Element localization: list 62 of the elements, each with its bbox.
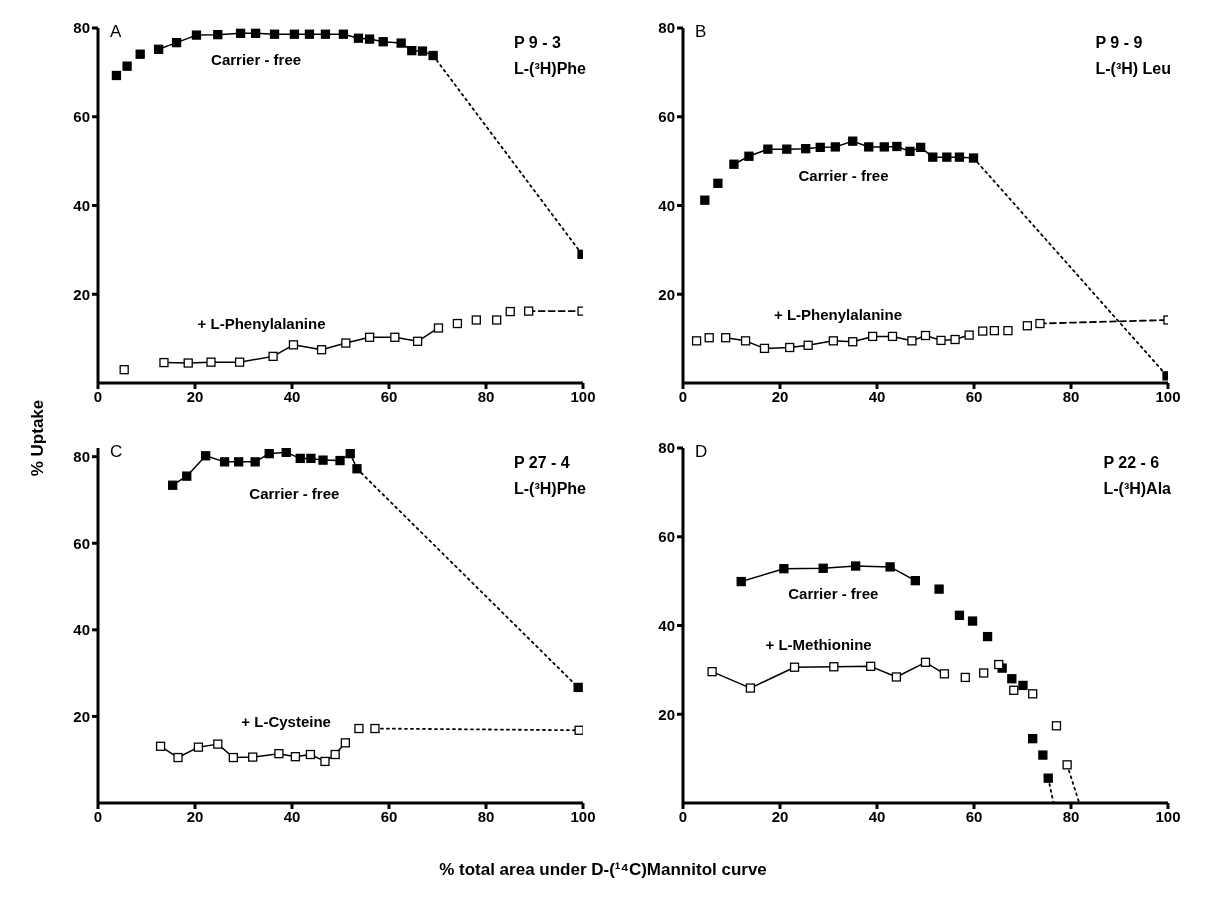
x-tick-label: 20	[186, 807, 204, 825]
x-tick-label: 20	[186, 387, 204, 405]
x-tick-label: 100	[570, 387, 596, 405]
series-label: + L-Cysteine	[241, 712, 331, 730]
x-tick-label: 20	[771, 387, 789, 405]
y-tick-label: 80	[73, 447, 90, 465]
annotation: L-(³H)Ala	[1103, 479, 1171, 499]
y-tick-label: 40	[658, 196, 675, 214]
y-tick-label: 80	[73, 19, 90, 37]
x-tick-label: 60	[965, 387, 983, 405]
series-label: Carrier - free	[211, 51, 302, 69]
x-tick-label: 80	[477, 807, 495, 825]
y-tick-label: 40	[658, 616, 675, 634]
y-axis-title: % Uptake	[28, 398, 48, 479]
annotation: P 27 - 4	[514, 453, 571, 473]
x-tick-label: 100	[570, 807, 596, 825]
x-tick-label: 40	[283, 807, 301, 825]
series-label: + L-Methionine	[765, 636, 872, 654]
x-tick-label: 100	[1155, 807, 1181, 825]
annotation: L-(³H) Leu	[1095, 59, 1171, 79]
x-tick-label: 60	[380, 387, 398, 405]
chart-title: C	[110, 442, 123, 462]
y-tick-label: 80	[658, 19, 675, 37]
y-tick-label: 60	[658, 528, 675, 546]
series-label: Carrier - free	[249, 484, 340, 502]
series-label: Carrier - free	[798, 167, 889, 185]
y-tick-label: 20	[73, 285, 90, 303]
y-tick-label: 40	[73, 196, 90, 214]
annotation: P 9 - 3	[514, 33, 562, 53]
series-label: + L-Phenylalanine	[774, 306, 902, 324]
x-tick-label: 80	[1062, 807, 1080, 825]
x-axis-title: % total area under D-(¹⁴C)Mannitol curve	[438, 860, 768, 880]
annotation: L-(³H)Phe	[514, 59, 586, 79]
series-label: + L-Phenylalanine	[197, 314, 326, 332]
x-tick-label: 100	[1155, 387, 1181, 405]
series-label: Carrier - free	[788, 584, 879, 602]
y-tick-label: 60	[73, 108, 90, 126]
y-tick-label: 20	[658, 285, 675, 303]
y-tick-label: 20	[658, 705, 675, 723]
x-tick-label: 80	[1062, 387, 1080, 405]
x-tick-label: 40	[283, 387, 301, 405]
x-tick-label: 0	[93, 387, 103, 405]
y-tick-label: 80	[658, 439, 675, 457]
chart-title: B	[695, 22, 707, 42]
x-tick-label: 0	[93, 807, 103, 825]
x-tick-label: 60	[380, 807, 398, 825]
x-tick-label: 40	[868, 387, 886, 405]
y-tick-label: 60	[658, 108, 675, 126]
x-tick-label: 20	[771, 807, 789, 825]
x-tick-label: 0	[678, 387, 688, 405]
y-tick-label: 40	[73, 621, 90, 639]
chart-title: A	[110, 22, 122, 42]
y-tick-label: 60	[73, 534, 90, 552]
annotation: P 9 - 9	[1095, 33, 1144, 53]
x-tick-label: 60	[965, 807, 983, 825]
annotation: P 22 - 6	[1103, 453, 1161, 473]
x-tick-label: 0	[678, 807, 688, 825]
chart-title: D	[695, 442, 708, 462]
x-tick-label: 40	[868, 807, 886, 825]
x-tick-label: 80	[477, 387, 495, 405]
y-tick-label: 20	[73, 707, 90, 725]
annotation: L-(³H)Phe	[514, 479, 586, 499]
